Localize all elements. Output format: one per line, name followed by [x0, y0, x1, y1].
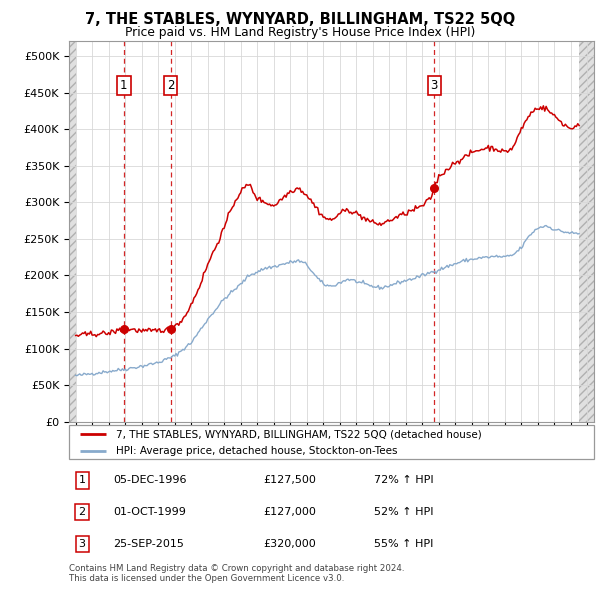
Text: 52% ↑ HPI: 52% ↑ HPI: [373, 507, 433, 517]
Text: £127,500: £127,500: [263, 476, 316, 486]
Bar: [579, 41, 594, 422]
Text: 2: 2: [79, 507, 86, 517]
Text: 01-OCT-1999: 01-OCT-1999: [113, 507, 187, 517]
Bar: [69, 41, 76, 422]
Text: Contains HM Land Registry data © Crown copyright and database right 2024.
This d: Contains HM Land Registry data © Crown c…: [69, 564, 404, 584]
Text: 55% ↑ HPI: 55% ↑ HPI: [373, 539, 433, 549]
Text: 72% ↑ HPI: 72% ↑ HPI: [373, 476, 433, 486]
Text: 25-SEP-2015: 25-SEP-2015: [113, 539, 185, 549]
Text: Price paid vs. HM Land Registry's House Price Index (HPI): Price paid vs. HM Land Registry's House …: [125, 26, 475, 39]
Text: 05-DEC-1996: 05-DEC-1996: [113, 476, 187, 486]
Bar: [69, 41, 76, 422]
Text: 3: 3: [79, 539, 86, 549]
Text: HPI: Average price, detached house, Stockton-on-Tees: HPI: Average price, detached house, Stoc…: [116, 447, 398, 457]
Text: 3: 3: [431, 78, 438, 91]
Text: 1: 1: [120, 78, 128, 91]
Text: 1: 1: [79, 476, 86, 486]
Text: 2: 2: [167, 78, 174, 91]
Text: 7, THE STABLES, WYNYARD, BILLINGHAM, TS22 5QQ: 7, THE STABLES, WYNYARD, BILLINGHAM, TS2…: [85, 12, 515, 27]
FancyBboxPatch shape: [69, 425, 594, 459]
Text: £127,000: £127,000: [263, 507, 316, 517]
Text: 7, THE STABLES, WYNYARD, BILLINGHAM, TS22 5QQ (detached house): 7, THE STABLES, WYNYARD, BILLINGHAM, TS2…: [116, 430, 482, 440]
Text: £320,000: £320,000: [263, 539, 316, 549]
Bar: [579, 41, 594, 422]
